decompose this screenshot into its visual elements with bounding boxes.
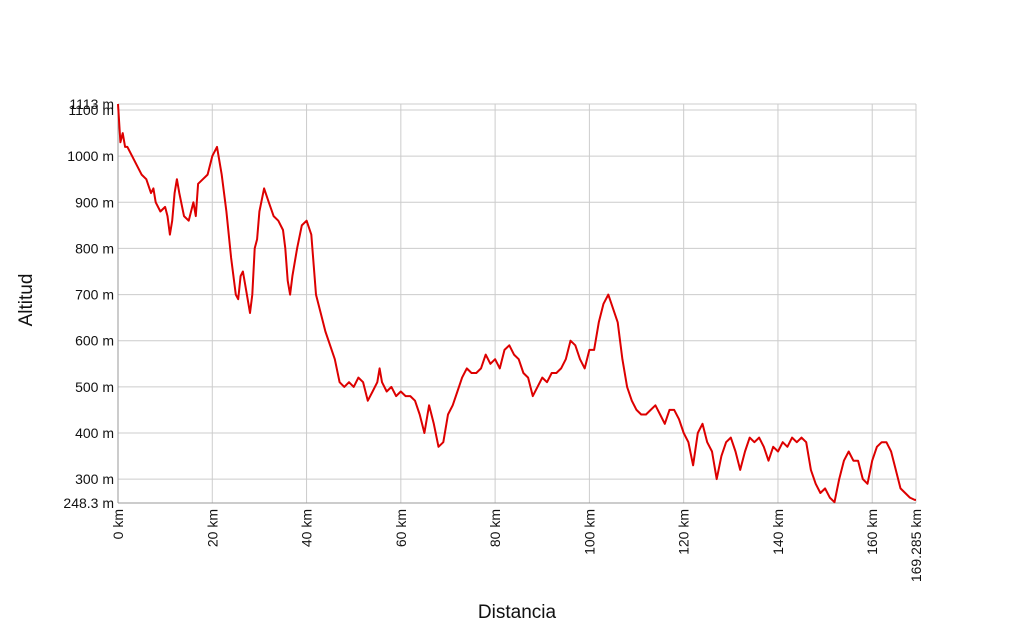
x-tick-label: 169.285 km xyxy=(908,509,924,582)
y-tick-label: 600 m xyxy=(75,333,114,349)
y-tick-label: 1100 m xyxy=(68,102,114,118)
x-tick-label: 60 km xyxy=(393,509,409,547)
y-tick-label: 800 m xyxy=(75,240,114,256)
axes xyxy=(117,104,916,504)
y-tick-label: 700 m xyxy=(75,287,114,303)
y-tick-label: 248.3 m xyxy=(63,495,114,511)
x-tick-label: 140 km xyxy=(770,509,786,555)
x-tick-label: 80 km xyxy=(487,509,503,547)
x-tick-label: 0 km xyxy=(110,509,126,539)
grid-lines xyxy=(117,103,917,504)
tick-labels: 0 km 20 km 40 km 60 km 80 km 100 km 120 km 140 … xyxy=(63,96,924,582)
x-tick-label: 40 km xyxy=(299,509,315,547)
plot-area xyxy=(117,103,916,504)
x-tick-label: 160 km xyxy=(864,509,880,555)
elevation-profile-line xyxy=(117,103,916,504)
y-tick-label: 300 m xyxy=(75,471,114,487)
y-tick-label: 400 m xyxy=(75,425,114,441)
y-tick-label: 1113 m xyxy=(69,96,114,112)
x-axis-title: Distancia xyxy=(478,602,557,623)
y-tick-label: 900 m xyxy=(75,194,114,210)
x-tick-label: 120 km xyxy=(676,509,692,555)
x-tick-label: 100 km xyxy=(581,509,597,555)
x-tick-label: 20 km xyxy=(204,509,220,547)
y-axis-title: Altitud xyxy=(16,274,37,327)
y-tick-label: 500 m xyxy=(75,379,114,395)
y-tick-label: 1000 m xyxy=(67,148,114,164)
